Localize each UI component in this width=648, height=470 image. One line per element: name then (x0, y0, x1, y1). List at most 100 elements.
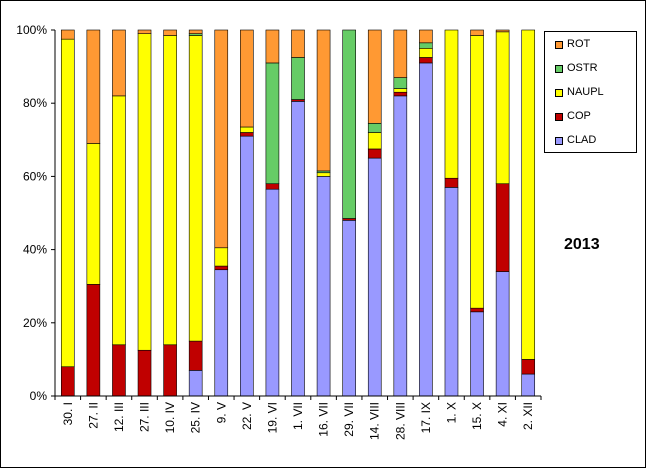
bar-segment-rot-4 (163, 29, 177, 36)
bar-segment-clad-9 (291, 101, 305, 397)
x-tick-label: 29. VII (342, 402, 356, 437)
y-tick-label: 0% (30, 389, 48, 403)
bar-segment-cop-14 (419, 57, 433, 64)
bar-segment-naupl-5 (188, 35, 203, 342)
bars-layer (60, 29, 536, 397)
legend-swatch (555, 113, 563, 121)
x-tick-label: 28. VIII (393, 402, 407, 440)
bar-segment-rot-9 (291, 29, 305, 58)
bar-segment-rot-1 (86, 29, 101, 144)
bar-segment-rot-7 (240, 29, 254, 128)
bar-segment-rot-14 (419, 29, 433, 44)
bar-segment-cop-5 (188, 340, 203, 371)
x-tick-label: 27. II (86, 402, 100, 429)
y-tick-label: 40% (23, 243, 47, 257)
bar-segment-clad-6 (214, 269, 229, 397)
x-axis-ticks: 30. I 27. II 12. III 27. III 10. IV 25. IV 9. … (54, 396, 542, 440)
y-tick-label: 20% (23, 316, 47, 330)
legend-label: OSTR (567, 62, 598, 74)
bar-segment-cop-16 (470, 307, 484, 313)
legend: ROT OSTR NAUPL COP CLAD (544, 31, 637, 153)
bar-segment-rot-5 (188, 29, 203, 34)
bar-segment-clad-8 (265, 188, 280, 397)
bar-segment-cop-1 (86, 284, 101, 397)
x-tick-label: 16. VII (317, 402, 331, 437)
bar-segment-ostr-9 (291, 57, 305, 100)
bar-segment-rot-10 (316, 29, 331, 172)
bar-segment-clad-7 (240, 135, 254, 397)
x-tick-label: 22. V (240, 402, 254, 430)
x-tick-label: 19. VI (265, 402, 279, 433)
bar-segment-clad-16 (470, 311, 484, 397)
x-tick-label: 1. VII (291, 402, 305, 430)
bar-segment-ostr-12 (367, 123, 382, 133)
bar-segment-rot-6 (214, 29, 229, 249)
bar-segment-clad-14 (419, 62, 433, 397)
bar-segment-naupl-14 (419, 47, 433, 58)
bar-segment-clad-15 (444, 187, 459, 397)
legend-label: CLAD (567, 134, 597, 146)
bar-segment-rot-2 (112, 29, 126, 97)
bar-segment-naupl-0 (60, 38, 75, 368)
x-tick-label: 25. IV (189, 402, 203, 433)
bar-segment-naupl-10 (316, 172, 331, 177)
bar-segment-rot-17 (495, 29, 510, 33)
bar-segment-clad-17 (495, 271, 510, 397)
bar-segment-cop-2 (112, 344, 126, 397)
bar-segment-cop-18 (521, 359, 536, 375)
bar-segment-cop-7 (240, 132, 254, 137)
legend-swatch (555, 41, 563, 49)
bar-segment-naupl-12 (367, 132, 382, 150)
y-axis-ticks: 0% 20% 40% 60% 80% 100% (16, 23, 55, 403)
bar-segment-naupl-16 (470, 35, 484, 309)
bar-segment-naupl-15 (444, 29, 459, 179)
bar-segment-cop-8 (265, 183, 280, 190)
bar-segment-cop-15 (444, 177, 459, 188)
y-tick-label: 60% (23, 169, 47, 183)
bar-segment-rot-13 (393, 29, 408, 78)
year-annotation: 2013 (564, 236, 600, 253)
bar-segment-naupl-17 (495, 31, 510, 185)
bar-segment-clad-5 (188, 370, 203, 397)
bar-segment-clad-11 (342, 220, 356, 397)
x-tick-label: 9. V (214, 402, 228, 423)
bar-segment-ostr-14 (419, 42, 433, 49)
bar-segment-cop-3 (137, 349, 152, 397)
bar-segment-rot-0 (60, 29, 75, 40)
x-tick-label: 4. XI (496, 402, 510, 427)
x-tick-label: 17. IX (419, 402, 433, 433)
bar-segment-ostr-11 (342, 29, 356, 219)
bar-segment-naupl-1 (86, 143, 101, 285)
x-tick-label: 30. I (61, 402, 75, 425)
x-tick-label: 27. III (138, 402, 152, 432)
legend-swatch (555, 65, 563, 73)
legend-swatch (555, 89, 563, 97)
x-tick-label: 2. XII (521, 402, 535, 430)
bar-segment-naupl-6 (214, 247, 229, 267)
x-tick-label: 14. VIII (368, 402, 382, 440)
legend-label: COP (567, 110, 591, 122)
x-tick-label: 12. III (112, 402, 126, 432)
bar-segment-naupl-7 (240, 126, 254, 133)
bar-segment-clad-10 (316, 176, 331, 397)
x-tick-label: 10. IV (163, 402, 177, 433)
bar-segment-cop-12 (367, 148, 382, 159)
bar-segment-clad-12 (367, 157, 382, 397)
y-tick-label: 100% (16, 23, 47, 37)
bar-segment-naupl-4 (163, 35, 177, 346)
bar-segment-naupl-18 (521, 29, 536, 360)
bar-segment-clad-13 (393, 95, 408, 397)
bar-segment-ostr-13 (393, 77, 408, 89)
bar-segment-rot-3 (137, 29, 152, 34)
bar-segment-ostr-8 (265, 62, 280, 185)
y-tick-label: 80% (23, 96, 47, 110)
bar-segment-naupl-3 (137, 33, 152, 351)
bar-segment-clad-18 (521, 373, 536, 397)
bar-segment-cop-6 (214, 265, 229, 271)
bar-segment-cop-4 (163, 344, 177, 397)
bar-segment-cop-17 (495, 183, 510, 272)
bar-segment-naupl-2 (112, 95, 126, 346)
bar-segment-naupl-13 (393, 88, 408, 93)
